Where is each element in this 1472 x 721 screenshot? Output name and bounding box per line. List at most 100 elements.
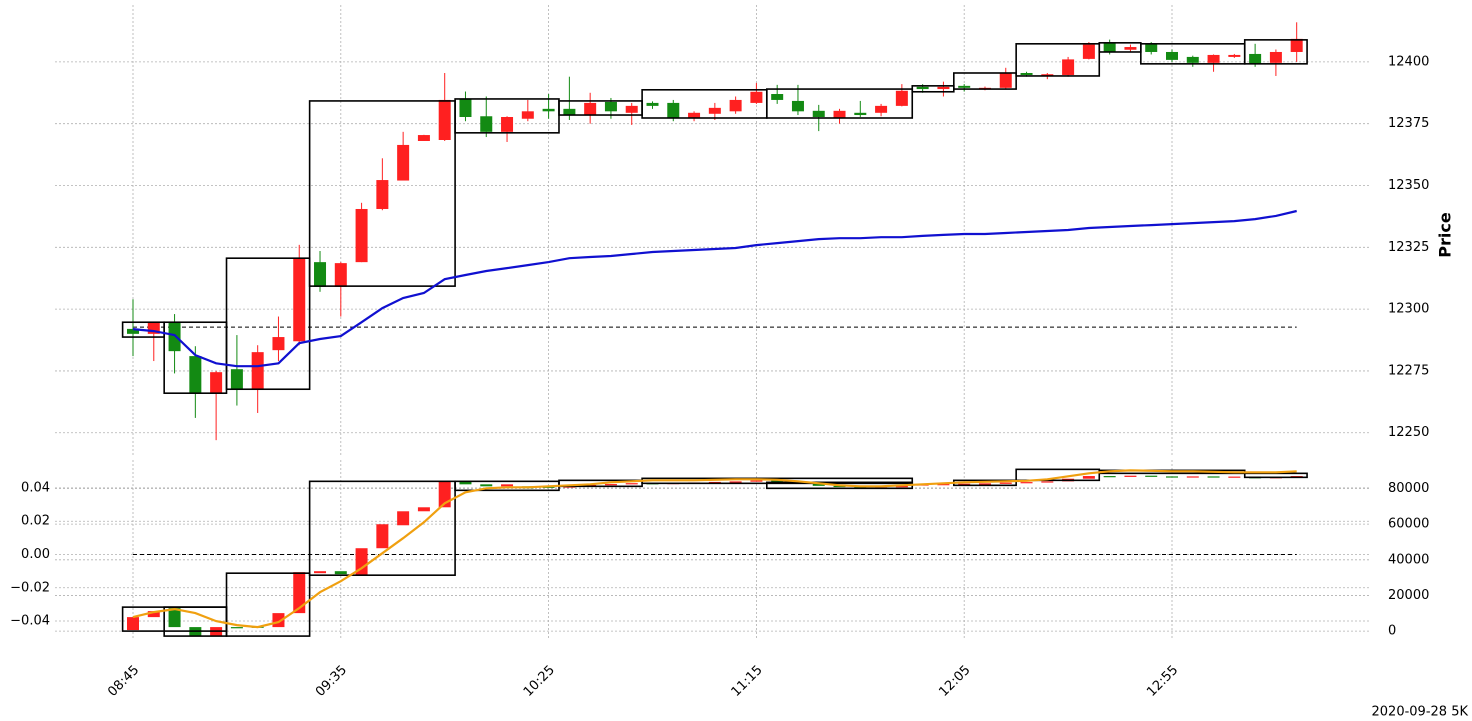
candle-body — [1062, 59, 1075, 75]
candle-body — [1124, 475, 1137, 477]
range-box — [641, 89, 768, 119]
range-box — [1243, 39, 1308, 65]
candle-body — [251, 352, 264, 390]
candle-body — [314, 571, 327, 574]
candle-body — [750, 480, 763, 482]
candle-body — [1145, 475, 1158, 477]
candle-body — [334, 571, 347, 575]
candle-body — [127, 617, 139, 631]
candle-body — [501, 484, 514, 487]
candle-body — [1269, 51, 1282, 63]
candle-body — [584, 102, 597, 116]
candle-body — [127, 328, 139, 334]
candle-body — [1207, 476, 1220, 478]
candle-body — [210, 372, 223, 394]
line-series — [132, 209, 1297, 368]
x-tick-label: 12:05 — [936, 663, 973, 700]
y-tick-label: 40000 — [1388, 552, 1429, 567]
candle-body — [1186, 56, 1199, 63]
candle-body — [334, 263, 347, 287]
candle-body — [999, 72, 1012, 88]
candle-body — [355, 548, 368, 576]
candle-body — [459, 481, 472, 485]
candle-body — [604, 101, 617, 112]
x-tick-label: 10:25 — [521, 663, 558, 700]
candle-body — [293, 572, 306, 614]
y-tick-label: 0 — [1388, 624, 1396, 639]
range-box — [1015, 468, 1101, 482]
candle-body — [542, 108, 555, 112]
candle-body — [168, 608, 181, 628]
candle-body — [1082, 476, 1095, 479]
y-tick-label: 12250 — [1388, 425, 1429, 440]
y-tick-label: 80000 — [1388, 481, 1429, 496]
range-box — [454, 98, 560, 134]
range-box — [1243, 472, 1308, 479]
range-box — [308, 100, 456, 287]
candle-body — [625, 483, 638, 485]
candle-body — [1124, 47, 1137, 50]
range-box — [953, 72, 1017, 90]
candle-body — [314, 262, 327, 287]
candle-body — [1020, 72, 1033, 75]
candle-body — [1020, 482, 1033, 484]
candle-body — [501, 117, 514, 132]
candle-body — [417, 135, 430, 141]
candle-body — [376, 180, 389, 209]
range-box — [308, 480, 456, 576]
candle-body — [771, 94, 784, 100]
candle-body — [750, 91, 763, 103]
candle-body — [812, 483, 825, 486]
candle-body — [1041, 74, 1054, 76]
candle-body — [604, 484, 617, 486]
range-box — [1015, 43, 1101, 77]
candle-body — [397, 511, 410, 526]
x-tick-label: 11:15 — [729, 663, 766, 700]
x-tick-label: 09:35 — [313, 663, 350, 700]
candle-body — [958, 483, 971, 485]
candle-body — [1082, 44, 1095, 59]
candle-body — [480, 116, 493, 132]
y-tick-label: 12300 — [1388, 302, 1429, 317]
y-tick-label: −0.02 — [10, 580, 50, 595]
candle-body — [1166, 51, 1178, 60]
candle-body — [854, 112, 867, 116]
candle-body — [1290, 38, 1303, 52]
candle-body — [1228, 54, 1241, 57]
candle-body — [563, 108, 576, 116]
candle-body — [729, 99, 742, 112]
candle-body — [1186, 476, 1199, 478]
candle-body — [355, 208, 368, 263]
y-tick-label: 12400 — [1388, 54, 1429, 69]
candle-body — [1207, 54, 1220, 63]
line-series — [132, 469, 1297, 629]
candle-body — [293, 258, 306, 342]
candle-body — [1166, 476, 1178, 478]
candle-body — [272, 337, 285, 351]
y-tick-label: −0.04 — [10, 614, 50, 629]
candle-body — [376, 524, 389, 549]
candle-body — [667, 102, 680, 118]
y-tick-label: 12325 — [1388, 240, 1429, 255]
candle-body — [1145, 43, 1158, 52]
candle-body — [937, 484, 950, 486]
candle-body — [417, 507, 430, 512]
range-box — [225, 257, 311, 391]
y-tick-label: 12375 — [1388, 116, 1429, 131]
candle-body — [791, 100, 804, 112]
candle-body — [937, 86, 950, 90]
candle-body — [875, 105, 888, 113]
candle-body — [230, 369, 243, 390]
candle-body — [521, 111, 534, 119]
candle-body — [189, 356, 202, 394]
candle-body — [1228, 476, 1241, 478]
x-tick-label: 08:45 — [105, 663, 142, 700]
range-box — [225, 572, 311, 637]
candle-body — [708, 481, 721, 484]
candle-body — [480, 484, 493, 487]
candle-body — [688, 112, 701, 118]
y-tick-label: 20000 — [1388, 588, 1429, 603]
candle-body — [708, 107, 721, 114]
y-tick-label: 60000 — [1388, 517, 1429, 532]
